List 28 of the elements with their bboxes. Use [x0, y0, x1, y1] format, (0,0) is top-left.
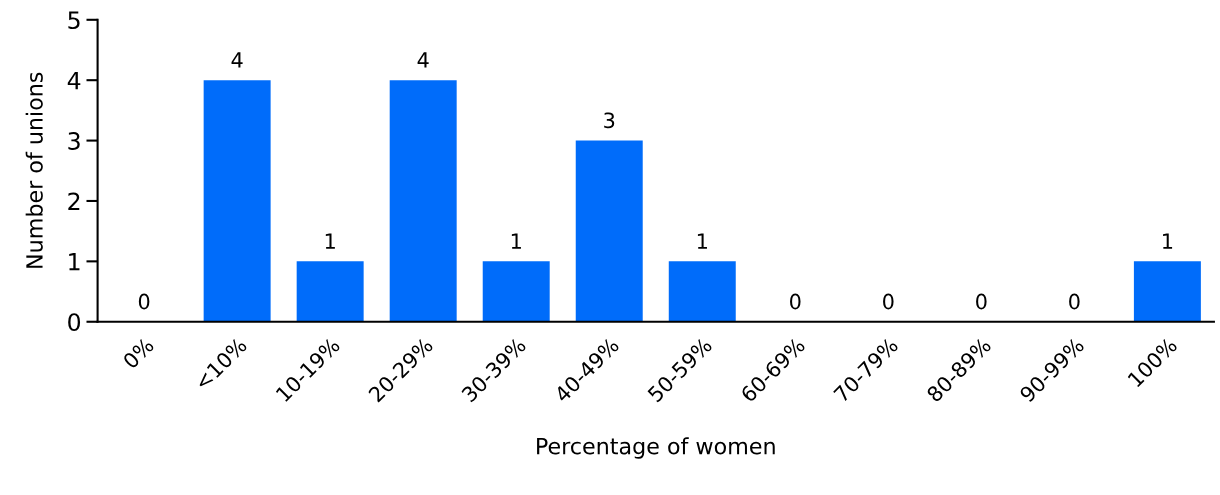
bar — [203, 80, 271, 322]
data-label: 1 — [511, 233, 521, 249]
x-axis-title: Percentage of women — [537, 437, 775, 459]
bar — [1133, 261, 1201, 322]
data-label: 0 — [976, 293, 987, 310]
data-label: 1 — [697, 233, 707, 249]
bar — [575, 140, 643, 322]
y-tick-label: 0 — [68, 313, 81, 332]
y-axis-title: Number of unions — [25, 72, 43, 268]
bar — [296, 261, 364, 322]
data-label: 0 — [1069, 293, 1080, 310]
y-tick-label: 2 — [68, 192, 80, 210]
data-label: 1 — [1163, 233, 1173, 249]
y-tick-label: 4 — [67, 71, 81, 90]
bar — [482, 261, 550, 322]
y-tick-label: 3 — [68, 132, 80, 150]
data-label: 1 — [325, 233, 335, 249]
y-tick-label: 5 — [68, 11, 80, 30]
data-label: 0 — [883, 293, 894, 310]
bar — [668, 261, 736, 322]
x-tick-label: 0% — [121, 336, 155, 370]
data-label: 4 — [231, 52, 243, 68]
data-label: 0 — [790, 293, 801, 310]
data-label: 3 — [604, 112, 615, 129]
data-label: 4 — [417, 52, 429, 68]
y-tick-label: 1 — [69, 253, 80, 271]
data-label: 0 — [138, 293, 150, 310]
bar — [389, 80, 457, 322]
